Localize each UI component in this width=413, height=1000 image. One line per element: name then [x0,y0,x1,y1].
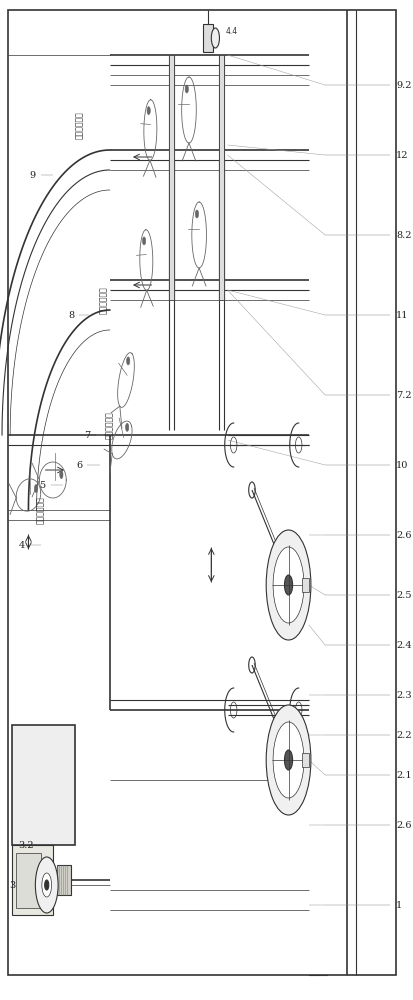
Circle shape [284,575,292,595]
Bar [109,815,308,940]
Circle shape [35,857,58,913]
Bar [301,753,308,767]
Text: 2.4: 2.4 [395,641,411,650]
Bar [318,10,326,975]
Bar [168,55,173,300]
Text: 1: 1 [395,900,401,910]
Bar [57,865,71,895]
Circle shape [284,750,292,770]
Text: 4: 4 [19,540,26,550]
Circle shape [273,547,303,623]
Circle shape [248,482,254,498]
Circle shape [147,107,150,115]
Circle shape [45,880,49,890]
Circle shape [142,237,145,245]
Circle shape [34,485,38,493]
Text: 3: 3 [9,880,15,890]
Text: 2.6: 2.6 [395,820,411,830]
Circle shape [248,657,254,673]
Circle shape [185,85,188,93]
Text: 8: 8 [68,310,74,320]
Circle shape [211,28,219,48]
Text: 鱼体侧立前行: 鱼体侧立前行 [75,111,83,139]
Text: 12: 12 [395,150,408,159]
Bar [109,710,308,815]
Text: 9.2: 9.2 [395,81,411,90]
Circle shape [42,873,52,897]
Circle shape [266,530,310,640]
Bar [219,55,224,300]
Text: 2.6: 2.6 [395,530,411,540]
Text: 鱼体侧立前行: 鱼体侧立前行 [105,411,114,439]
Text: 7: 7 [84,430,90,440]
Bar [12,845,53,915]
Bar [12,725,75,845]
Text: 2.2: 2.2 [395,730,411,740]
Text: 2.5: 2.5 [395,590,411,599]
Text: 9: 9 [29,170,36,180]
Text: 11: 11 [395,310,408,320]
Circle shape [273,722,303,798]
Circle shape [59,471,63,479]
Text: 7.2: 7.2 [395,390,411,399]
Circle shape [125,423,128,431]
Bar [109,295,308,715]
Bar [203,24,213,52]
Text: 4.4: 4.4 [225,27,237,36]
Text: 8.2: 8.2 [395,231,411,239]
Text: 3.2: 3.2 [19,840,34,850]
Circle shape [195,210,198,218]
Text: 鱼体侧立前行: 鱼体侧立前行 [99,286,108,314]
Text: 6: 6 [76,460,82,470]
Text: 5: 5 [40,481,45,489]
Bar [301,578,308,592]
Circle shape [126,357,130,365]
Bar [16,853,40,908]
Text: 10: 10 [395,460,408,470]
Text: 鱼体侧卧前行: 鱼体侧卧前行 [36,496,45,524]
Text: 2.1: 2.1 [395,770,411,780]
Text: 2.3: 2.3 [395,690,411,700]
Bar [308,10,326,975]
Circle shape [266,705,310,815]
